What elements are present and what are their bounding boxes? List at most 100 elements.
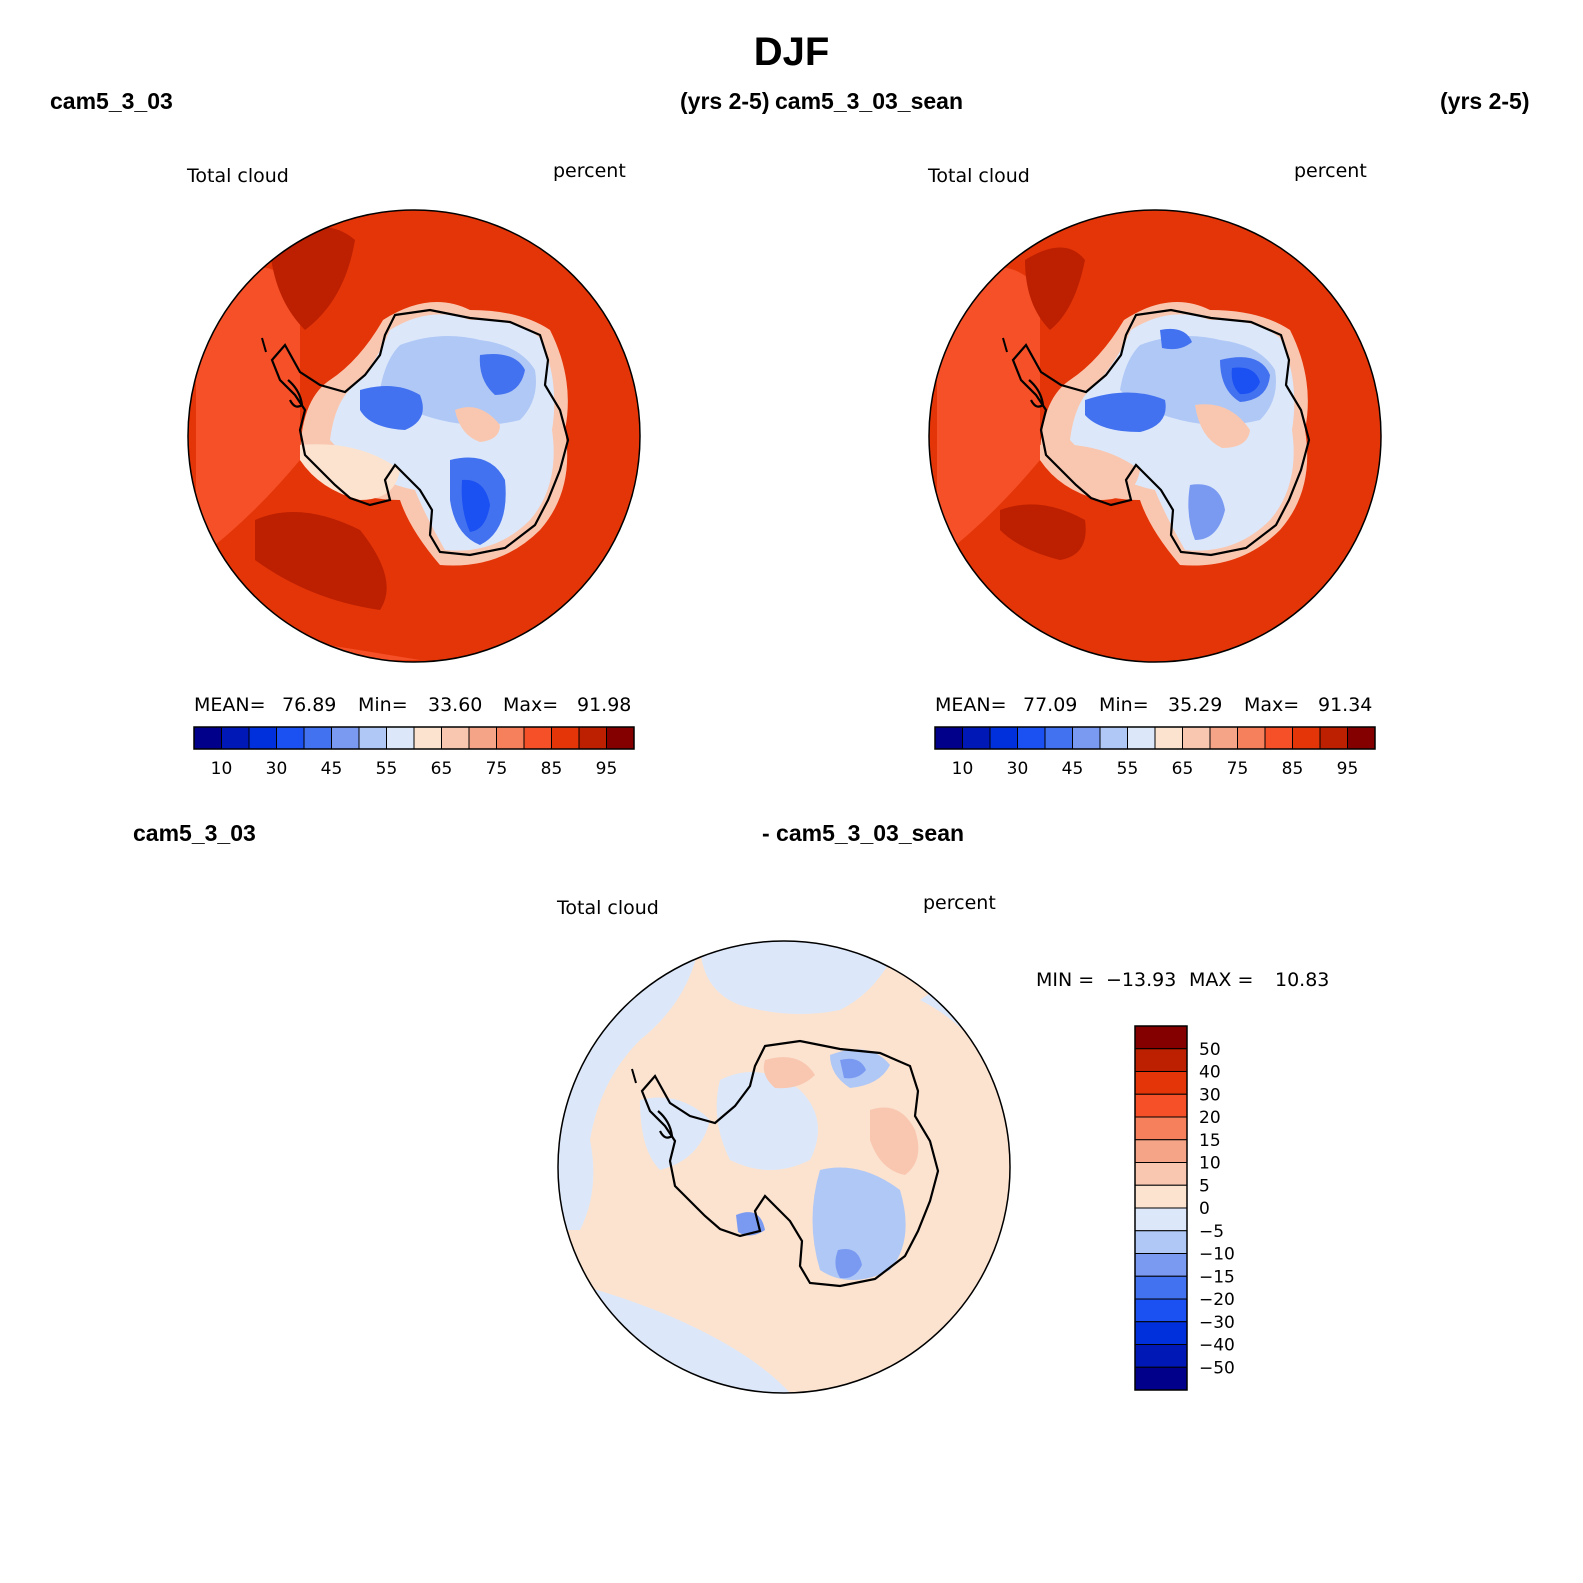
panel-b-colorbar-tick-label: 45 xyxy=(1062,759,1084,779)
panel-b-mean-value: 77.09 xyxy=(1023,694,1077,716)
panel-b-colorbar-box xyxy=(1237,726,1266,750)
panel-c-colorbar-tick-label: 50 xyxy=(1199,1040,1221,1060)
panel-b-colorbar-box xyxy=(1182,726,1211,750)
panel-c-colorbar-tick-label: −30 xyxy=(1199,1313,1235,1333)
panel-c-colorbar-box xyxy=(1134,1116,1188,1141)
panel-a-mean-label: MEAN= xyxy=(194,694,266,716)
panel-b-units: percent xyxy=(1294,160,1367,182)
left-model-name: cam5_3_03 xyxy=(50,88,173,114)
panel-b-field-min-west xyxy=(1085,392,1166,432)
panel-a-colorbar-tick-label: 65 xyxy=(431,759,453,779)
panel-c-min-value: −13.93 xyxy=(1106,969,1176,991)
panel-a-title: Total cloud xyxy=(186,165,289,187)
panel-c: Total cloud percent xyxy=(556,892,1329,1394)
panel-a-max-value: 91.98 xyxy=(577,694,631,716)
panel-c-stats: MIN = −13.93 MAX = 10.83 xyxy=(1036,969,1329,991)
panel-c-colorbar-box xyxy=(1134,1298,1188,1323)
panel-a-min-value: 33.60 xyxy=(428,694,482,716)
panel-a-colorbar-tick-label: 45 xyxy=(321,759,343,779)
panel-b-colorbar-box xyxy=(1099,726,1128,750)
panel-a-field-min-core xyxy=(461,479,490,532)
panel-c-title: Total cloud xyxy=(556,897,659,919)
left-model-years: (yrs 2-5) xyxy=(680,88,770,114)
panel-a-colorbar-tick-label: 10 xyxy=(211,759,233,779)
panel-b-map-border xyxy=(928,209,1382,663)
panel-b-max-value: 91.34 xyxy=(1318,694,1372,716)
panel-a-colorbar-box xyxy=(276,726,305,750)
panel-b-field-min-south xyxy=(1188,484,1225,540)
panel-c-colorbar-tick-label: 0 xyxy=(1199,1199,1210,1219)
panel-a: Total cloud percent xyxy=(186,160,641,779)
diff-left-model-name: cam5_3_03 xyxy=(133,820,256,846)
panel-b-map xyxy=(929,210,1381,662)
panel-b-colorbar-box xyxy=(1319,726,1348,750)
panel-a-colorbar-tick-label: 75 xyxy=(486,759,508,779)
panel-c-coastline xyxy=(631,1039,940,1288)
panel-a-colorbar-box xyxy=(578,726,607,750)
panel-a-map-border xyxy=(187,209,641,663)
panel-c-colorbar-box xyxy=(1134,1048,1188,1072)
panel-b-colorbar-tick-label: 85 xyxy=(1282,759,1304,779)
panel-c-colorbar-tick-label: 20 xyxy=(1199,1108,1221,1128)
panel-a-colorbar-ticks: 10 30 45 55 65 75 85 95 xyxy=(211,759,618,779)
panel-c-colorbar-box xyxy=(1134,1093,1188,1118)
panel-c-colorbar-tick-label: 5 xyxy=(1199,1176,1210,1196)
diff-right-model-name: - cam5_3_03_sean xyxy=(762,820,965,846)
panel-b-min-value: 35.29 xyxy=(1168,694,1222,716)
panel-a-colorbar-box xyxy=(551,726,580,750)
panel-a-colorbar-box xyxy=(468,726,497,750)
panel-b-field-min-north xyxy=(1160,328,1192,350)
panel-c-colorbar-box xyxy=(1134,1207,1188,1232)
panel-b-colorbar-frame xyxy=(934,726,1376,750)
panel-a-field-high-sw xyxy=(255,512,387,610)
panel-c-colorbar-tick-label: −20 xyxy=(1199,1290,1235,1310)
panel-c-max-label: MAX = xyxy=(1189,969,1253,991)
panel-c-colorbar-tick-label: 30 xyxy=(1199,1085,1221,1105)
panel-a-max-label: Max= xyxy=(503,694,558,716)
panel-c-colorbar-frame xyxy=(1134,1025,1188,1391)
panel-b-colorbar-box xyxy=(1017,726,1046,750)
panel-b-colorbar-box xyxy=(1072,726,1101,750)
panel-b-colorbar-tick-label: 75 xyxy=(1227,759,1249,779)
panel-a-colorbar-box xyxy=(221,726,250,750)
panel-c-field-neg-core-north xyxy=(840,1058,866,1079)
panel-c-field-neg-east-ice xyxy=(812,1167,906,1280)
panel-c-map xyxy=(558,941,1010,1393)
panel-c-colorbar-tick-label: 15 xyxy=(1199,1131,1221,1151)
panel-a-field-min-west xyxy=(360,386,423,430)
panel-b-colorbar-box xyxy=(1154,726,1183,750)
panel-a-min-label: Min= xyxy=(358,694,408,716)
panel-a-field-ridge xyxy=(455,407,500,442)
panel-c-map-border xyxy=(557,940,1011,1394)
panel-b-colorbar-box xyxy=(934,726,963,750)
panel-a-coastline xyxy=(261,308,570,557)
panel-b-field-min-core xyxy=(1231,367,1260,395)
panel-a-field-ross xyxy=(300,444,400,500)
panel-c-colorbar-tick-label: −15 xyxy=(1199,1267,1235,1287)
panel-b-colorbar-box xyxy=(1209,726,1238,750)
panel-b-colorbar-tick-label: 95 xyxy=(1337,759,1359,779)
panel-b-colorbar-tick-label: 30 xyxy=(1007,759,1029,779)
panel-b-colorbar-ticks: 10 30 45 55 65 75 85 95 xyxy=(952,759,1359,779)
panel-c-colorbar-box xyxy=(1134,1184,1188,1209)
panel-b-colorbar-box xyxy=(1347,726,1376,750)
panel-a-field-min-east xyxy=(479,354,525,395)
panel-b-colorbar-box xyxy=(1264,726,1293,750)
panel-c-colorbar-tick-label: −10 xyxy=(1199,1245,1235,1265)
panel-b: Total cloud percent xyxy=(927,160,1382,779)
panel-b-min-label: Min= xyxy=(1099,694,1149,716)
panel-c-colorbar-tick-label: 10 xyxy=(1199,1154,1221,1174)
panel-c-max-value: 10.83 xyxy=(1275,969,1329,991)
panel-a-colorbar-box xyxy=(303,726,332,750)
panel-b-colorbar-box xyxy=(962,726,991,750)
panel-c-colorbar-tick-label: −50 xyxy=(1199,1358,1235,1378)
panel-a-colorbar-box xyxy=(193,726,222,750)
panel-a-colorbar-box xyxy=(496,726,525,750)
panel-c-colorbar-box xyxy=(1134,1162,1188,1186)
panel-a-mean-value: 76.89 xyxy=(282,694,336,716)
panel-c-colorbar-box xyxy=(1134,1230,1188,1254)
panel-a-field-high-nw xyxy=(270,227,355,330)
panel-b-mean-label: MEAN= xyxy=(935,694,1007,716)
